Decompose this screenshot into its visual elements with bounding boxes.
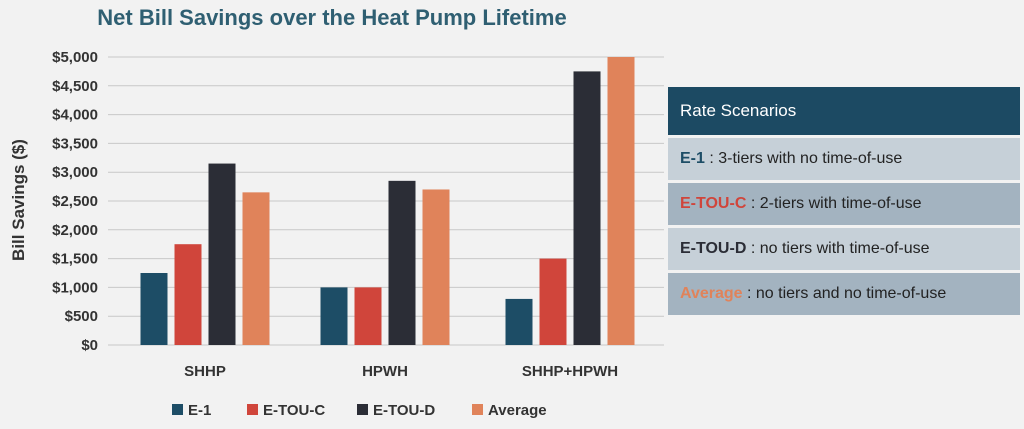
- y-tick-label: $500: [65, 308, 98, 325]
- y-tick-label: $0: [81, 337, 98, 354]
- y-tick-label: $4,500: [52, 78, 98, 95]
- bar-shhp-average: [242, 192, 270, 345]
- x-tick-label: SHHP+HPWH: [522, 363, 618, 380]
- rate-key: Average: [680, 285, 743, 302]
- rate-key: E-1: [680, 150, 705, 167]
- gridlines: [108, 56, 664, 346]
- legend-swatch-average: [472, 404, 483, 415]
- legend-swatch-e-tou-d: [357, 404, 368, 415]
- x-tick-label: HPWH: [362, 363, 408, 380]
- y-tick-label: $4,000: [52, 107, 98, 124]
- rate-key: E-TOU-D: [680, 240, 747, 257]
- y-tick-label: $3,500: [52, 135, 98, 152]
- rate-description: : no tiers with time-of-use: [746, 240, 930, 257]
- rate-key: E-TOU-C: [680, 195, 747, 212]
- bar-shhp-e-tou-c: [174, 244, 202, 345]
- chart-title: Net Bill Savings over the Heat Pump Life…: [97, 5, 566, 30]
- legend-label-e-tou-d: E-TOU-D: [373, 402, 435, 419]
- rate-scenarios-box: Rate Scenarios E-1 : 3-tiers with no tim…: [668, 87, 1020, 315]
- legend-label-e-1: E-1: [188, 402, 211, 419]
- legend-swatch-e-tou-c: [247, 404, 258, 415]
- rate-scenarios-rows: E-1 : 3-tiers with no time-of-use E-TOU-C…: [668, 138, 1020, 315]
- legend-swatch-e-1: [172, 404, 183, 415]
- bar-hpwh-e-tou-c: [354, 287, 382, 345]
- rate-row-e-tou-d: E-TOU-D : no tiers with time-of-use: [668, 228, 1020, 270]
- rate-description: : no tiers and no time-of-use: [742, 285, 947, 302]
- y-axis-ticks: $0 $500 $1,000 $1,500 $2,000 $2,500 $3,000 $3,5…: [52, 49, 98, 354]
- bar-shhp-hpwh-average: [607, 57, 635, 345]
- bar-shhp-hpwh-e-1: [505, 298, 533, 345]
- legend-label-average: Average: [488, 402, 547, 419]
- bar-hpwh-average: [422, 189, 450, 345]
- x-axis-ticks: SHHP HPWH SHHP+HPWH: [184, 363, 618, 380]
- bars: [140, 57, 635, 346]
- bar-shhp-e-tou-d: [208, 163, 236, 345]
- rate-scenarios-header: Rate Scenarios: [668, 87, 1020, 135]
- rate-row-e-1: E-1 : 3-tiers with no time-of-use: [668, 138, 1020, 180]
- legend: E-1 E-TOU-C E-TOU-D Average: [172, 402, 547, 419]
- y-axis-label: Bill Savings ($): [9, 139, 28, 261]
- y-tick-label: $2,500: [52, 193, 98, 210]
- rate-description: : 2-tiers with time-of-use: [746, 195, 922, 212]
- y-tick-label: $1,500: [52, 251, 98, 268]
- x-tick-label: SHHP: [184, 363, 226, 380]
- rate-row-e-tou-c: E-TOU-C : 2-tiers with time-of-use: [668, 183, 1020, 225]
- bar-shhp-hpwh-e-tou-d: [573, 71, 601, 346]
- bar-hpwh-e-1: [320, 287, 348, 345]
- rate-description: : 3-tiers with no time-of-use: [704, 150, 903, 167]
- legend-label-e-tou-c: E-TOU-C: [263, 402, 325, 419]
- y-tick-label: $2,000: [52, 222, 98, 239]
- y-tick-label: $3,000: [52, 164, 98, 181]
- y-tick-label: $5,000: [52, 49, 98, 66]
- y-tick-label: $1,000: [52, 279, 98, 296]
- bar-shhp-e-1: [140, 273, 168, 345]
- bar-shhp-hpwh-e-tou-c: [539, 258, 567, 345]
- rate-row-average: Average : no tiers and no time-of-use: [668, 273, 1020, 315]
- bar-hpwh-e-tou-d: [388, 180, 416, 345]
